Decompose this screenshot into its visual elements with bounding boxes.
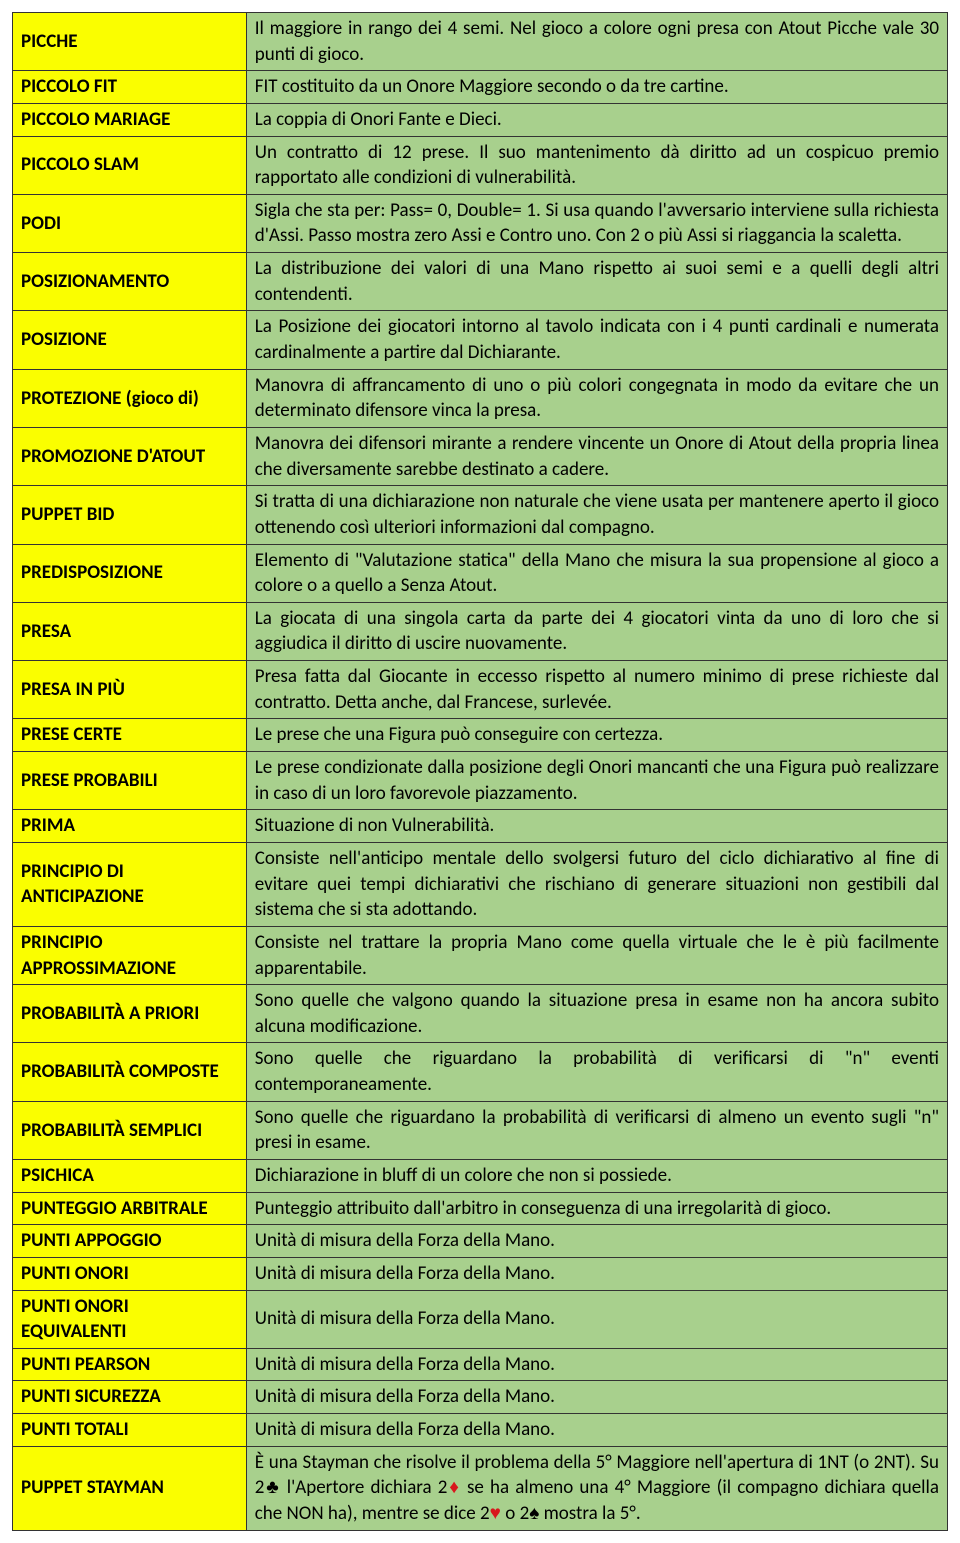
glossary-definition: La coppia di Onori Fante e Dieci. [246, 103, 947, 136]
glossary-definition: Sono quelle che riguardano la probabilit… [246, 1043, 947, 1101]
glossary-row: PICCOLO SLAMUn contratto di 12 prese. Il… [13, 136, 948, 194]
glossary-row: PODISigla che sta per: Pass= 0, Double= … [13, 194, 948, 252]
glossary-term: PRINCIPIO DI ANTICIPAZIONE [13, 842, 247, 926]
glossary-definition: Sigla che sta per: Pass= 0, Double= 1. S… [246, 194, 947, 252]
glossary-row: PROTEZIONE (gioco di)Manovra di affranca… [13, 369, 948, 427]
glossary-definition: Si tratta di una dichiarazione non natur… [246, 486, 947, 544]
glossary-row: PUPPET BIDSi tratta di una dichiarazione… [13, 486, 948, 544]
glossary-term: PRESE CERTE [13, 719, 247, 752]
glossary-definition: Situazione di non Vulnerabilità. [246, 810, 947, 843]
glossary-row: PUNTI ONORI EQUIVALENTIUnità di misura d… [13, 1290, 948, 1348]
glossary-term: PROBABILITÀ A PRIORI [13, 985, 247, 1043]
glossary-row: PROBABILITÀ A PRIORISono quelle che valg… [13, 985, 948, 1043]
glossary-definition: Dichiarazione in bluff di un colore che … [246, 1159, 947, 1192]
glossary-definition: Unità di misura della Forza della Mano. [246, 1348, 947, 1381]
glossary-definition: FIT costituito da un Onore Maggiore seco… [246, 71, 947, 104]
glossary-row: PUNTI APPOGGIOUnità di misura della Forz… [13, 1225, 948, 1258]
glossary-definition: La Posizione dei giocatori intorno al ta… [246, 311, 947, 369]
glossary-term: PUNTI ONORI [13, 1257, 247, 1290]
glossary-row: PRESE PROBABILILe prese condizionate dal… [13, 752, 948, 810]
glossary-row: PRINCIPIO APPROSSIMAZIONEConsiste nel tr… [13, 926, 948, 984]
glossary-row: PSICHICADichiarazione in bluff di un col… [13, 1159, 948, 1192]
glossary-term: PRESA IN PIÙ [13, 661, 247, 719]
glossary-row: PRESE CERTELe prese che una Figura può c… [13, 719, 948, 752]
glossary-row: PUNTI SICUREZZAUnità di misura della For… [13, 1381, 948, 1414]
glossary-definition: Presa fatta dal Giocante in eccesso risp… [246, 661, 947, 719]
glossary-definition: Unità di misura della Forza della Mano. [246, 1225, 947, 1258]
glossary-definition: Unità di misura della Forza della Mano. [246, 1414, 947, 1447]
suit-icon: ♣ [264, 1476, 280, 1499]
glossary-term: PUNTI ONORI EQUIVALENTI [13, 1290, 247, 1348]
glossary-row: PROBABILITÀ COMPOSTESono quelle che rigu… [13, 1043, 948, 1101]
glossary-term: PICCOLO FIT [13, 71, 247, 104]
glossary-row: PROMOZIONE D'ATOUTManovra dei difensori … [13, 427, 948, 485]
glossary-term: PROMOZIONE D'ATOUT [13, 427, 247, 485]
suit-icon: ♦ [447, 1476, 460, 1499]
glossary-term: PSICHICA [13, 1159, 247, 1192]
glossary-term: PRIMA [13, 810, 247, 843]
glossary-term: PUPPET BID [13, 486, 247, 544]
glossary-definition: Le prese che una Figura può conseguire c… [246, 719, 947, 752]
glossary-term: PODI [13, 194, 247, 252]
definition-text: o 2 [501, 1502, 529, 1525]
glossary-term: PROBABILITÀ COMPOSTE [13, 1043, 247, 1101]
glossary-definition: Consiste nell'anticipo mentale dello svo… [246, 842, 947, 926]
glossary-term: POSIZIONAMENTO [13, 253, 247, 311]
glossary-row: PRINCIPIO DI ANTICIPAZIONEConsiste nell'… [13, 842, 948, 926]
glossary-definition: Un contratto di 12 prese. Il suo manteni… [246, 136, 947, 194]
glossary-term: PUNTI SICUREZZA [13, 1381, 247, 1414]
suit-icon: ♥ [490, 1502, 501, 1525]
glossary-row: PUNTEGGIO ARBITRALEPunteggio attribuito … [13, 1192, 948, 1225]
glossary-term: PUPPET STAYMAN [13, 1446, 247, 1530]
glossary-term: PREDISPOSIZIONE [13, 544, 247, 602]
glossary-definition: Le prese condizionate dalla posizione de… [246, 752, 947, 810]
glossary-definition: Sono quelle che valgono quando la situaz… [246, 985, 947, 1043]
suit-icon: ♠ [529, 1502, 539, 1525]
glossary-row: POSIZIONELa Posizione dei giocatori into… [13, 311, 948, 369]
glossary-term: PRESE PROBABILI [13, 752, 247, 810]
glossary-definition: Punteggio attribuito dall'arbitro in con… [246, 1192, 947, 1225]
glossary-row: PRESALa giocata di una singola carta da … [13, 602, 948, 660]
glossary-definition: È una Stayman che risolve il problema de… [246, 1446, 947, 1530]
glossary-table: PICCHEIl maggiore in rango dei 4 semi. N… [12, 12, 948, 1531]
glossary-row: PRESA IN PIÙPresa fatta dal Giocante in … [13, 661, 948, 719]
definition-text: mostra la 5°. [539, 1502, 640, 1525]
glossary-term: PROTEZIONE (gioco di) [13, 369, 247, 427]
glossary-definition: Manovra dei difensori mirante a rendere … [246, 427, 947, 485]
glossary-term: PUNTI PEARSON [13, 1348, 247, 1381]
glossary-term: PRESA [13, 602, 247, 660]
glossary-row: PICCOLO FITFIT costituito da un Onore Ma… [13, 71, 948, 104]
glossary-definition: Elemento di "Valutazione statica" della … [246, 544, 947, 602]
glossary-definition: Il maggiore in rango dei 4 semi. Nel gio… [246, 13, 947, 71]
glossary-definition: Unità di misura della Forza della Mano. [246, 1290, 947, 1348]
glossary-row: PUNTI PEARSONUnità di misura della Forza… [13, 1348, 948, 1381]
glossary-definition: La distribuzione dei valori di una Mano … [246, 253, 947, 311]
glossary-term: PUNTEGGIO ARBITRALE [13, 1192, 247, 1225]
glossary-definition: Unità di misura della Forza della Mano. [246, 1381, 947, 1414]
glossary-definition: Unità di misura della Forza della Mano. [246, 1257, 947, 1290]
glossary-term: PROBABILITÀ SEMPLICI [13, 1101, 247, 1159]
glossary-row: PUNTI TOTALIUnità di misura della Forza … [13, 1414, 948, 1447]
glossary-term: PUNTI TOTALI [13, 1414, 247, 1447]
glossary-term: PRINCIPIO APPROSSIMAZIONE [13, 926, 247, 984]
glossary-row: PREDISPOSIZIONEElemento di "Valutazione … [13, 544, 948, 602]
glossary-term: PICCOLO MARIAGE [13, 103, 247, 136]
glossary-row: PICCHEIl maggiore in rango dei 4 semi. N… [13, 13, 948, 71]
glossary-definition: Manovra di affrancamento di uno o più co… [246, 369, 947, 427]
glossary-row: POSIZIONAMENTOLa distribuzione dei valor… [13, 253, 948, 311]
glossary-row: PUNTI ONORIUnità di misura della Forza d… [13, 1257, 948, 1290]
glossary-row: PUPPET STAYMANÈ una Stayman che risolve … [13, 1446, 948, 1530]
glossary-term: PUNTI APPOGGIO [13, 1225, 247, 1258]
glossary-definition: Consiste nel trattare la propria Mano co… [246, 926, 947, 984]
glossary-term: PICCHE [13, 13, 247, 71]
glossary-definition: Sono quelle che riguardano la probabilit… [246, 1101, 947, 1159]
glossary-row: PICCOLO MARIAGELa coppia di Onori Fante … [13, 103, 948, 136]
definition-text: l'Apertore dichiara 2 [281, 1476, 448, 1499]
glossary-term: POSIZIONE [13, 311, 247, 369]
glossary-row: PRIMASituazione di non Vulnerabilità. [13, 810, 948, 843]
glossary-term: PICCOLO SLAM [13, 136, 247, 194]
glossary-row: PROBABILITÀ SEMPLICISono quelle che rigu… [13, 1101, 948, 1159]
glossary-definition: La giocata di una singola carta da parte… [246, 602, 947, 660]
